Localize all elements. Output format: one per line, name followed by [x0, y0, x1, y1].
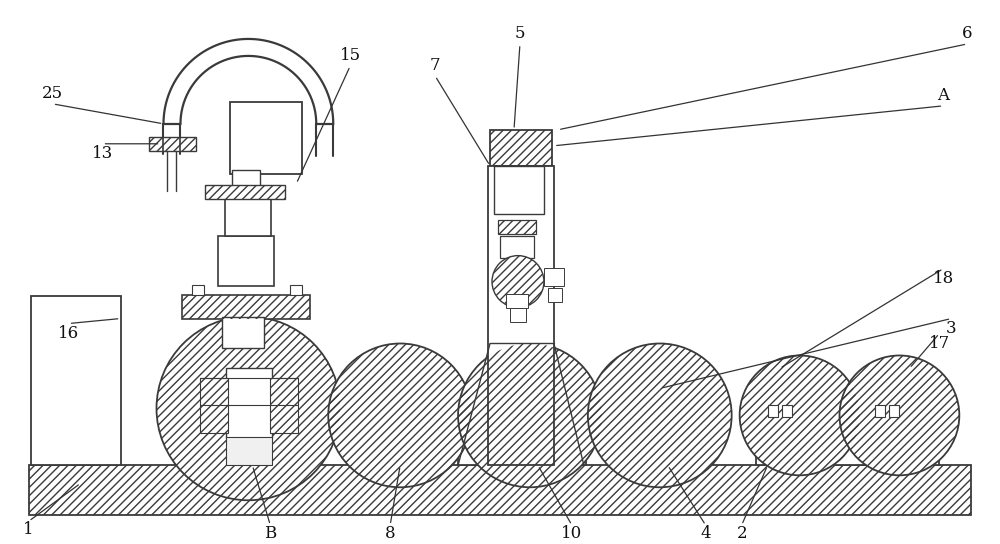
Bar — [494, 166, 544, 214]
Bar — [490, 130, 552, 166]
Text: 8: 8 — [385, 525, 395, 542]
Bar — [875, 405, 885, 417]
Circle shape — [458, 343, 602, 487]
Bar — [29, 465, 971, 515]
Bar — [889, 405, 899, 417]
Text: 17: 17 — [929, 335, 950, 352]
Bar — [29, 465, 971, 515]
Bar — [149, 137, 196, 151]
Text: 3: 3 — [946, 320, 957, 337]
Bar — [222, 317, 264, 349]
Bar — [270, 379, 298, 434]
Bar — [205, 185, 285, 199]
Bar — [31, 295, 121, 465]
Bar — [506, 294, 528, 307]
Bar — [544, 268, 564, 286]
Bar — [490, 130, 552, 166]
Bar — [458, 417, 586, 465]
Bar — [182, 294, 310, 319]
Bar — [200, 379, 228, 434]
Bar — [230, 102, 302, 174]
Bar — [768, 405, 778, 417]
Text: 10: 10 — [561, 525, 583, 542]
Bar — [149, 137, 196, 151]
Text: A: A — [937, 88, 949, 104]
Text: 5: 5 — [515, 26, 525, 42]
Text: 2: 2 — [736, 525, 747, 542]
Text: 4: 4 — [700, 525, 711, 542]
Bar — [488, 166, 554, 465]
Bar — [510, 307, 526, 322]
Bar — [548, 288, 562, 301]
Bar — [756, 417, 939, 465]
Text: 25: 25 — [42, 85, 63, 102]
Bar — [226, 368, 272, 438]
Text: B: B — [264, 525, 276, 542]
Bar — [270, 379, 298, 434]
Circle shape — [492, 256, 544, 307]
Bar — [205, 185, 285, 199]
Bar — [500, 236, 534, 258]
Circle shape — [588, 343, 732, 487]
Bar — [226, 437, 272, 465]
Bar — [218, 236, 274, 286]
Bar — [498, 220, 536, 234]
Circle shape — [328, 343, 472, 487]
Bar — [200, 379, 228, 434]
Bar — [782, 405, 792, 417]
Text: 6: 6 — [962, 26, 973, 42]
Text: 1: 1 — [23, 521, 34, 537]
Circle shape — [740, 355, 859, 475]
Circle shape — [840, 355, 959, 475]
Bar — [498, 220, 536, 234]
Bar — [192, 285, 204, 294]
Bar — [225, 188, 271, 236]
Text: 16: 16 — [58, 325, 79, 342]
Bar — [232, 170, 260, 188]
Text: 18: 18 — [933, 270, 954, 287]
Bar — [182, 294, 310, 319]
Text: 13: 13 — [92, 145, 113, 162]
Bar — [290, 285, 302, 294]
Text: 15: 15 — [340, 47, 361, 64]
Circle shape — [157, 317, 340, 500]
Text: 7: 7 — [430, 58, 440, 75]
